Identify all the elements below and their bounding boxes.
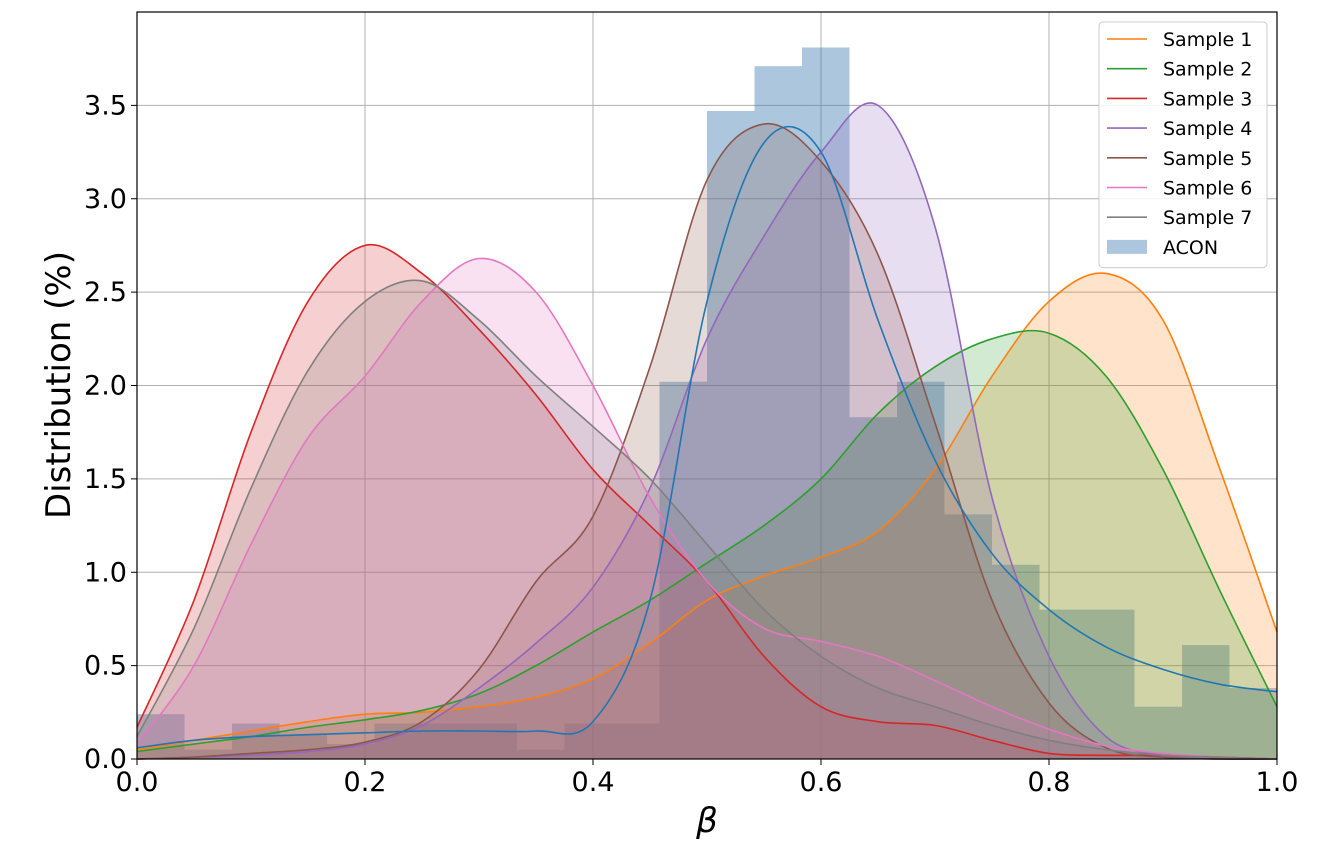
histogram-bar — [184, 749, 232, 759]
y-tick-label: 2.0 — [84, 371, 127, 402]
histogram-bar — [1086, 609, 1135, 759]
legend-box — [1098, 21, 1268, 269]
legend: Sample 1 Sample 2 Sample 3 Sample 4 Sample 5… — [1098, 21, 1268, 269]
legend-label: Sample 1 — [1163, 29, 1252, 51]
y-tick-label: 3.5 — [84, 90, 127, 121]
density-line-series-6 — [136, 257, 1278, 760]
histogram-bar — [992, 564, 1040, 759]
legend-label: ACON — [1163, 237, 1218, 259]
histogram-bar — [516, 749, 565, 759]
x-axis-label: β — [695, 801, 718, 841]
histogram-bar — [1134, 706, 1183, 759]
y-tick-label: 2.5 — [84, 277, 127, 308]
x-axis-ticks: 0.0 0.2 0.4 0.6 0.8 1.0 — [116, 759, 1299, 798]
histogram-bar — [849, 417, 898, 759]
histogram-bar — [564, 723, 613, 759]
density-line-series-5 — [136, 122, 1278, 760]
legend-label: Sample 7 — [1163, 207, 1252, 229]
histogram-bar — [754, 66, 802, 760]
histogram-bar — [897, 381, 945, 759]
histogram-bar — [469, 723, 517, 759]
density-fill-series-1 — [137, 273, 1277, 759]
density-fill-series-7 — [137, 280, 1277, 759]
y-tick-label: 3.0 — [84, 184, 127, 215]
density-lines — [136, 102, 1278, 761]
legend-label: Sample 4 — [1163, 118, 1252, 140]
legend-label: Sample 6 — [1163, 178, 1252, 200]
legend-label: Sample 2 — [1163, 59, 1252, 81]
histogram-bar — [1182, 645, 1230, 759]
legend-label: Sample 3 — [1163, 88, 1252, 110]
density-fill-series-4 — [137, 102, 1277, 760]
histogram-bar — [1229, 688, 1277, 759]
legend-label: Sample 5 — [1163, 148, 1252, 170]
histogram-bar — [612, 723, 660, 759]
x-tick-label: 0.8 — [1028, 767, 1071, 798]
density-fill-series-3 — [137, 244, 1277, 759]
x-tick-label: 0.2 — [344, 767, 387, 798]
density-line-series-4 — [136, 102, 1278, 761]
density-line-series-3 — [136, 243, 1278, 760]
density-line-series-2 — [136, 329, 1278, 753]
y-axis-label: Distribution (%) — [39, 251, 79, 519]
x-tick-label: 0.4 — [572, 767, 615, 798]
x-tick-label: 0.0 — [116, 767, 159, 798]
density-fill-series-6 — [137, 258, 1277, 759]
legend-swatch — [1107, 239, 1147, 254]
y-tick-label: 1.5 — [84, 464, 127, 495]
density-line-series-1 — [136, 272, 1278, 751]
x-tick-label: 1.0 — [1256, 767, 1299, 798]
y-tick-label: 1.0 — [84, 557, 127, 588]
y-axis-ticks: 0.0 0.5 1.0 1.5 2.0 2.5 3.0 3.5 — [84, 90, 137, 775]
y-tick-label: 0.5 — [84, 651, 127, 682]
histogram-bar — [279, 734, 328, 759]
density-line-series-7 — [136, 279, 1278, 760]
y-tick-label: 0.0 — [84, 744, 127, 775]
histogram-bar — [422, 723, 470, 759]
density-line-series-8 — [136, 125, 1278, 749]
density-fill-series-2 — [137, 330, 1277, 759]
x-tick-label: 0.6 — [800, 767, 843, 798]
